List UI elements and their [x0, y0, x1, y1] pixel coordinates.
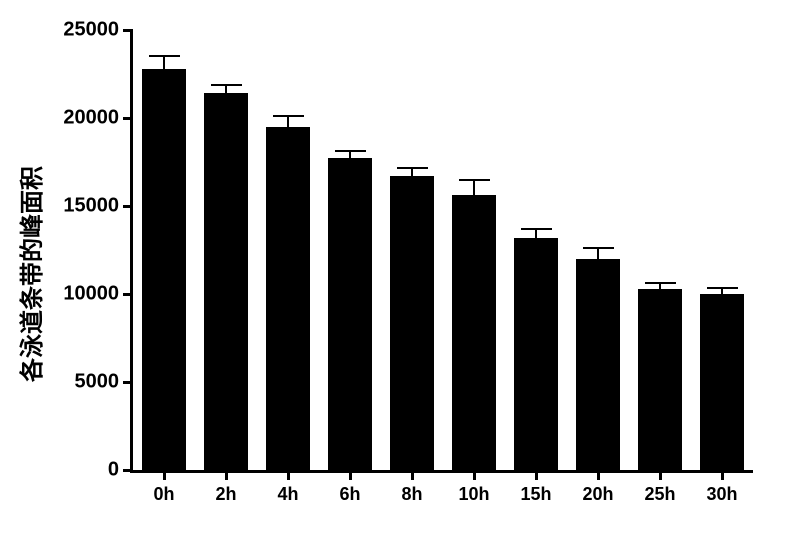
x-tick: [597, 470, 600, 480]
x-tick: [225, 470, 228, 480]
x-tick: [473, 470, 476, 480]
bar: [328, 158, 371, 470]
bar: [700, 294, 743, 470]
y-tick-label: 5000: [75, 371, 120, 394]
y-tick: [123, 29, 133, 32]
plot-area: 05000100001500020000250000h2h4h6h8h10h15…: [130, 30, 753, 473]
error-bar-cap: [583, 247, 614, 249]
error-bar-cap: [397, 167, 428, 169]
x-tick-label: 6h: [339, 484, 360, 505]
error-bar-cap: [459, 179, 490, 181]
x-tick-label: 25h: [644, 484, 675, 505]
y-tick-label: 10000: [63, 283, 119, 306]
x-tick-label: 0h: [153, 484, 174, 505]
x-tick: [163, 470, 166, 480]
bar: [266, 127, 309, 470]
error-bar: [411, 168, 413, 176]
bar: [142, 69, 185, 470]
bar: [452, 195, 495, 470]
error-bar: [473, 181, 475, 196]
bar: [390, 176, 433, 470]
error-bar-cap: [273, 115, 304, 117]
x-tick: [287, 470, 290, 480]
bar: [638, 289, 681, 470]
y-tick: [123, 293, 133, 296]
error-bar: [287, 116, 289, 127]
y-tick: [123, 117, 133, 120]
x-tick-label: 15h: [520, 484, 551, 505]
y-tick-label: 15000: [63, 195, 119, 218]
y-axis-label: 各泳道条带的峰面积: [12, 166, 47, 382]
x-tick: [535, 470, 538, 480]
y-tick: [123, 205, 133, 208]
error-bar-cap: [645, 282, 676, 284]
y-tick-label: 25000: [63, 19, 119, 42]
y-tick: [123, 381, 133, 384]
error-bar: [349, 151, 351, 159]
x-tick-label: 20h: [582, 484, 613, 505]
error-bar: [163, 56, 165, 68]
y-tick-label: 0: [108, 459, 119, 482]
x-tick: [349, 470, 352, 480]
error-bar: [597, 248, 599, 259]
x-tick-label: 10h: [458, 484, 489, 505]
x-tick-label: 8h: [401, 484, 422, 505]
y-tick: [123, 469, 133, 472]
x-tick-label: 4h: [277, 484, 298, 505]
bar: [204, 93, 247, 470]
error-bar-cap: [149, 55, 180, 57]
error-bar-cap: [211, 84, 242, 86]
error-bar: [535, 229, 537, 238]
x-tick-label: 2h: [215, 484, 236, 505]
x-tick: [659, 470, 662, 480]
y-tick-label: 20000: [63, 107, 119, 130]
bar: [514, 238, 557, 470]
error-bar-cap: [707, 287, 738, 289]
error-bar-cap: [521, 228, 552, 230]
bar: [576, 259, 619, 470]
x-tick: [411, 470, 414, 480]
chart-container: 各泳道条带的峰面积 05000100001500020000250000h2h4…: [0, 0, 800, 548]
error-bar: [225, 85, 227, 94]
x-tick-label: 30h: [706, 484, 737, 505]
error-bar-cap: [335, 150, 366, 152]
x-tick: [721, 470, 724, 480]
